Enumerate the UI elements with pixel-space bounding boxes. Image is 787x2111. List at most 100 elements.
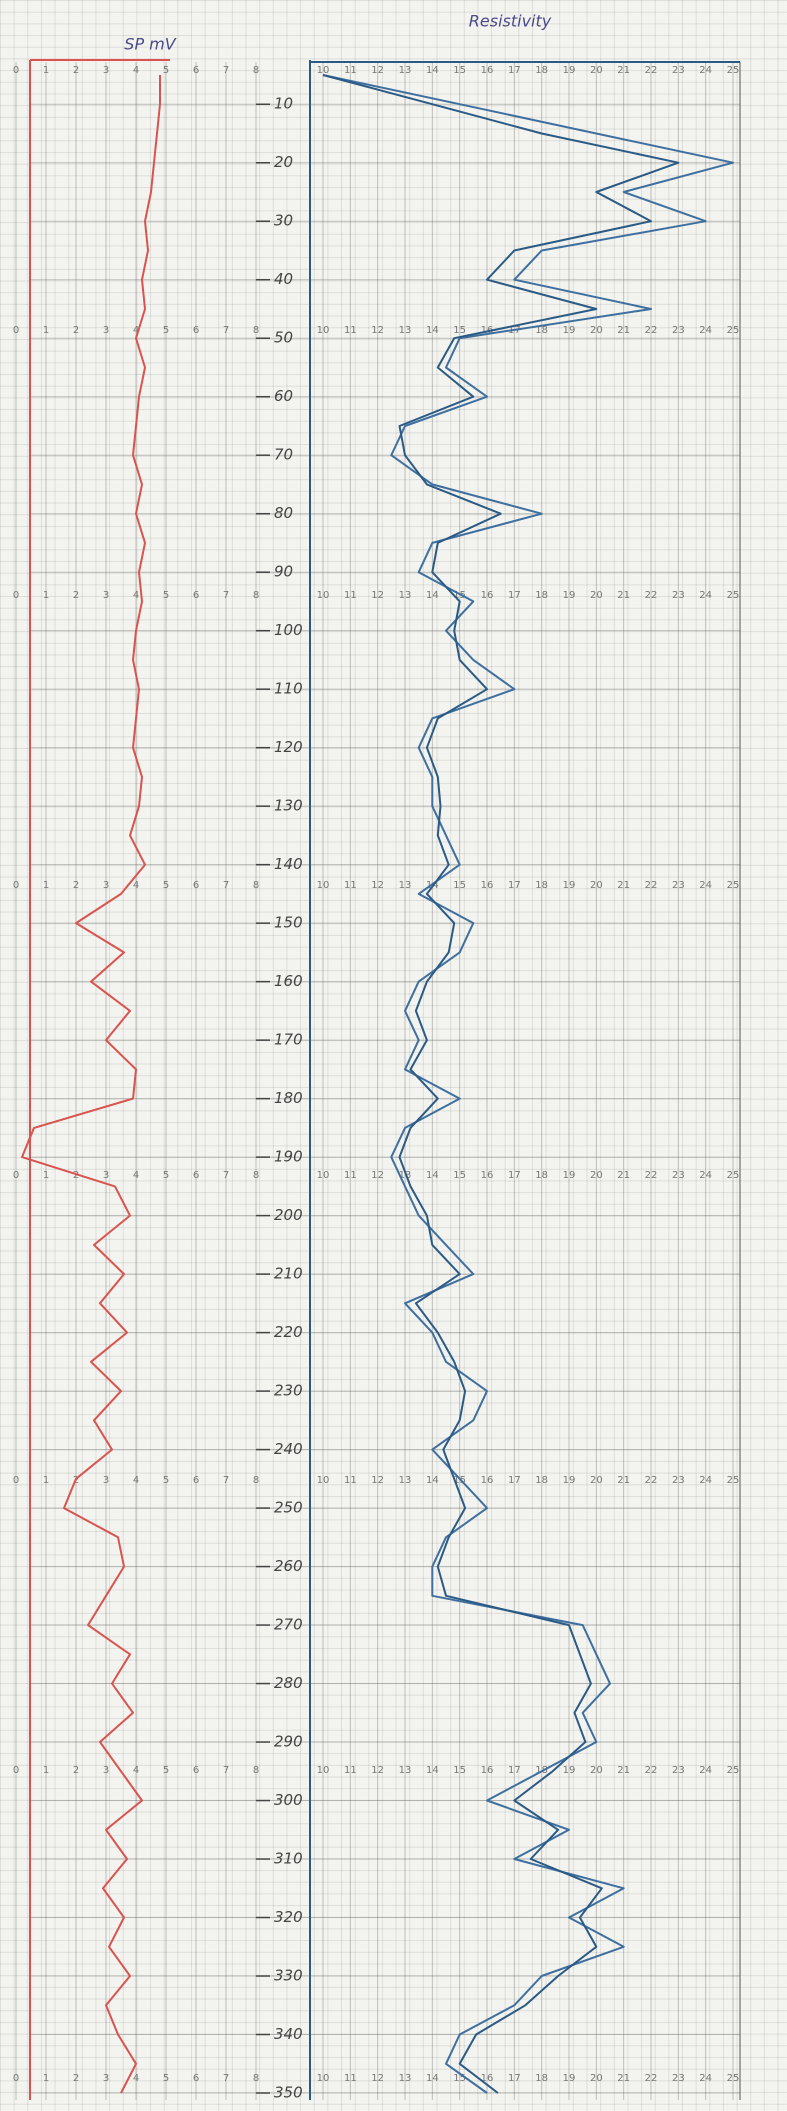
depth-label: 280	[274, 1674, 303, 1692]
x-tick-label: 7	[223, 65, 229, 76]
x-tick-label: 11	[344, 325, 357, 336]
depth-label: 100	[274, 621, 303, 639]
x-tick-label: 3	[103, 1765, 109, 1776]
depth-label: 130	[274, 797, 303, 815]
x-tick-label: 4	[133, 65, 139, 76]
x-tick-label: 17	[508, 880, 521, 891]
x-tick-label: 8	[253, 1170, 259, 1181]
x-tick-label: 5	[163, 880, 169, 891]
x-tick-label: 8	[253, 590, 259, 601]
x-tick-label: 5	[163, 1765, 169, 1776]
x-tick-label: 0	[13, 1475, 19, 1486]
x-tick-label: 4	[133, 325, 139, 336]
depth-label: 340	[274, 2025, 303, 2043]
depth-label: 120	[274, 738, 303, 756]
x-tick-label: 1	[43, 590, 49, 601]
x-tick-label: 3	[103, 325, 109, 336]
x-tick-label: 13	[399, 1170, 412, 1181]
x-tick-label: 7	[223, 880, 229, 891]
depth-label: 270	[274, 1616, 303, 1634]
depth-label: 180	[274, 1089, 303, 1107]
x-tick-label: 15	[453, 2073, 466, 2084]
x-tick-label: 23	[672, 1475, 685, 1486]
depth-label: 320	[274, 1908, 303, 1926]
x-tick-label: 19	[563, 2073, 576, 2084]
x-tick-label: 7	[223, 2073, 229, 2084]
x-tick-label: 16	[481, 880, 494, 891]
x-tick-label: 21	[617, 325, 630, 336]
x-tick-label: 20	[590, 1170, 603, 1181]
x-tick-label: 23	[672, 1170, 685, 1181]
depth-label: 220	[274, 1323, 303, 1341]
x-tick-label: 1	[43, 1170, 49, 1181]
x-tick-label: 18	[535, 325, 548, 336]
x-tick-label: 2	[73, 325, 79, 336]
x-tick-label: 24	[699, 1475, 712, 1486]
depth-label: 210	[274, 1265, 303, 1283]
x-tick-label: 24	[699, 1170, 712, 1181]
x-tick-label: 22	[645, 1170, 658, 1181]
x-tick-label: 15	[453, 325, 466, 336]
x-tick-label: 17	[508, 590, 521, 601]
x-tick-label: 7	[223, 325, 229, 336]
x-tick-label: 18	[535, 2073, 548, 2084]
x-tick-label: 6	[193, 880, 199, 891]
x-tick-label: 14	[426, 1475, 439, 1486]
x-tick-label: 0	[13, 880, 19, 891]
x-tick-label: 13	[399, 880, 412, 891]
x-tick-label: 1	[43, 65, 49, 76]
x-tick-label: 25	[727, 1765, 740, 1776]
x-tick-label: 2	[73, 590, 79, 601]
x-tick-label: 0	[13, 65, 19, 76]
x-tick-label: 0	[13, 1170, 19, 1181]
x-tick-label: 0	[13, 2073, 19, 2084]
x-tick-label: 25	[727, 1170, 740, 1181]
x-tick-label: 15	[453, 590, 466, 601]
x-tick-label: 2	[73, 880, 79, 891]
x-tick-label: 14	[426, 2073, 439, 2084]
x-tick-label: 21	[617, 1475, 630, 1486]
x-tick-label: 17	[508, 2073, 521, 2084]
x-tick-label: 12	[371, 590, 384, 601]
x-tick-label: 6	[193, 590, 199, 601]
depth-label: 140	[274, 855, 303, 873]
depth-label: 90	[274, 563, 293, 581]
x-tick-label: 8	[253, 880, 259, 891]
x-tick-label: 3	[103, 2073, 109, 2084]
depth-label: 240	[274, 1440, 303, 1458]
x-tick-label: 21	[617, 2073, 630, 2084]
x-tick-label: 1	[43, 880, 49, 891]
x-tick-label: 17	[508, 65, 521, 76]
x-tick-label: 3	[103, 590, 109, 601]
x-tick-label: 24	[699, 325, 712, 336]
x-tick-label: 16	[481, 1765, 494, 1776]
x-tick-label: 14	[426, 1170, 439, 1181]
x-tick-label: 13	[399, 590, 412, 601]
x-tick-label: 6	[193, 2073, 199, 2084]
depth-label: 110	[274, 680, 303, 698]
x-tick-label: 7	[223, 1765, 229, 1776]
x-tick-label: 8	[253, 1475, 259, 1486]
depth-label: 160	[274, 972, 303, 990]
x-tick-label: 20	[590, 880, 603, 891]
x-tick-label: 16	[481, 1170, 494, 1181]
x-tick-label: 11	[344, 880, 357, 891]
x-tick-label: 8	[253, 325, 259, 336]
x-tick-label: 24	[699, 880, 712, 891]
x-tick-label: 2	[73, 65, 79, 76]
log-curve	[322, 74, 680, 2094]
x-tick-label: 4	[133, 1765, 139, 1776]
x-tick-label: 17	[508, 1765, 521, 1776]
x-tick-label: 10	[317, 590, 330, 601]
x-tick-label: 13	[399, 1475, 412, 1486]
depth-label: 310	[274, 1850, 303, 1868]
x-tick-label: 19	[563, 1475, 576, 1486]
x-tick-label: 12	[371, 2073, 384, 2084]
depth-label: 300	[274, 1791, 303, 1809]
x-tick-label: 13	[399, 2073, 412, 2084]
depth-label: 20	[274, 153, 293, 171]
x-tick-label: 20	[590, 1475, 603, 1486]
depth-label: 40	[274, 270, 293, 288]
x-tick-label: 11	[344, 1170, 357, 1181]
